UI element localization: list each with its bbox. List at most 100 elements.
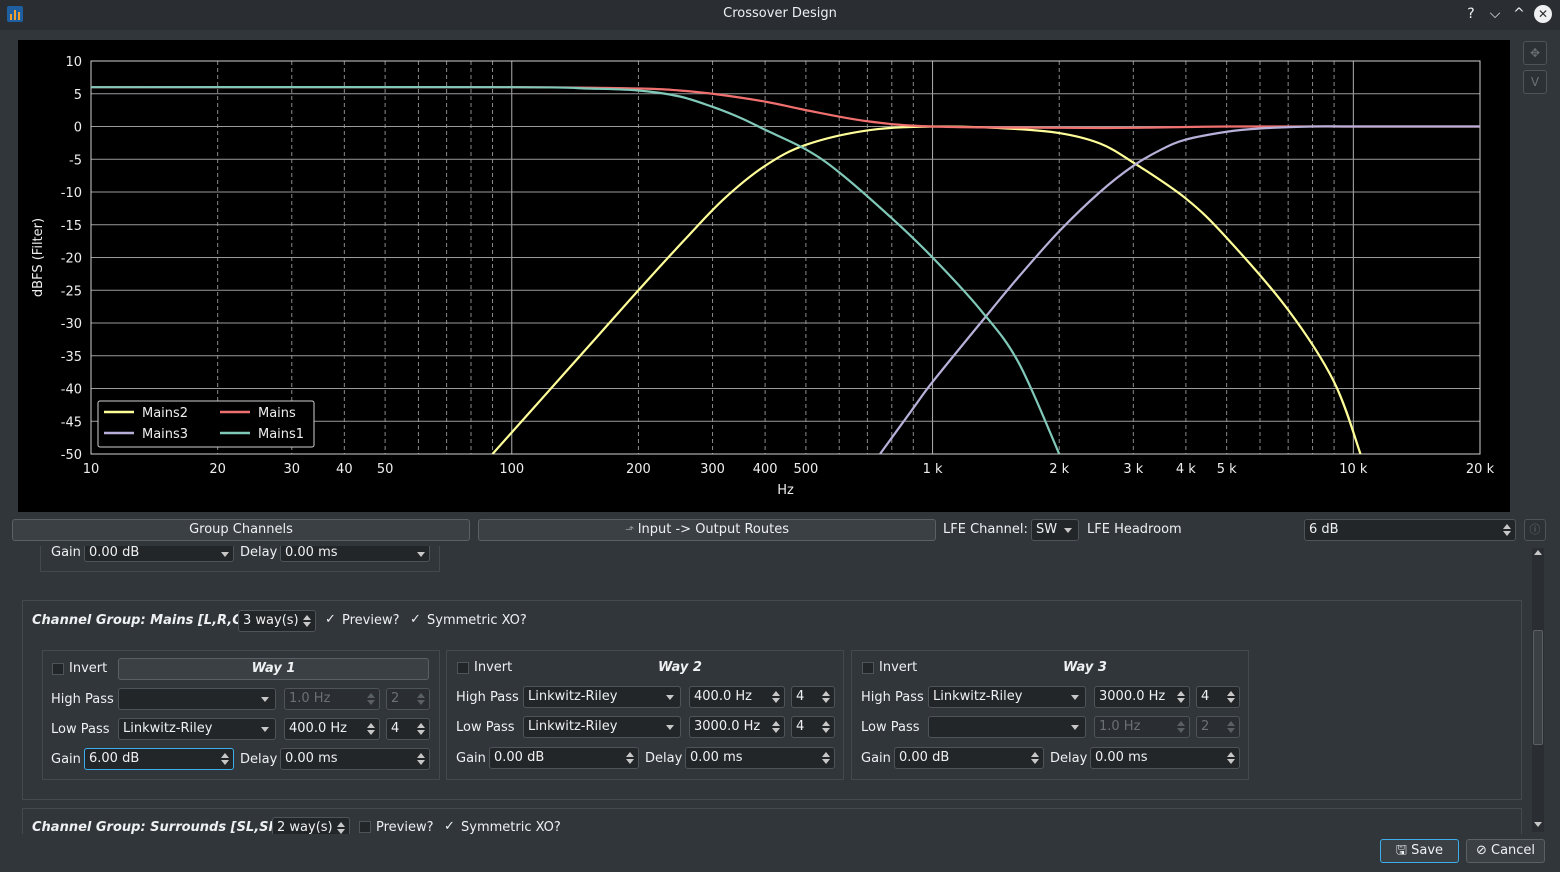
way-2-lp-order-spinbox[interactable]: 4 <box>791 716 835 738</box>
mains-preview-checkbox[interactable]: ✓ <box>325 612 336 627</box>
cancel-button[interactable]: ⊘ Cancel <box>1466 839 1545 863</box>
spin-down-icon[interactable] <box>1503 531 1511 536</box>
spin-down-icon[interactable] <box>367 700 375 705</box>
way-3-hp-type-select[interactable]: Linkwitz-Riley <box>928 686 1086 708</box>
lfe-headroom-spinbox[interactable]: 6 dB <box>1304 519 1516 541</box>
info-icon[interactable]: ⓘ <box>1524 519 1546 541</box>
way-3-lp-type-select[interactable] <box>928 716 1086 738</box>
way-1-lp-freq-spinbox[interactable]: 400.0 Hz <box>284 718 380 740</box>
way-3-hp-order-spinbox[interactable]: 4 <box>1196 686 1240 708</box>
spin-down-icon[interactable] <box>221 760 229 765</box>
spin-down-icon[interactable] <box>1227 698 1235 703</box>
spin-down-icon[interactable] <box>1031 759 1039 764</box>
way-2-lp-freq-spinbox[interactable]: 3000.0 Hz <box>689 716 785 738</box>
x-tick-label: 400 <box>753 462 778 477</box>
spin-up-icon[interactable] <box>417 723 425 728</box>
spin-up-icon[interactable] <box>822 721 830 726</box>
surrounds-symmetric-checkbox[interactable]: ✓ <box>444 819 455 834</box>
way-3-lp-freq-spinbox[interactable]: 1.0 Hz <box>1094 716 1190 738</box>
spin-up-icon[interactable] <box>1177 721 1185 726</box>
spin-up-icon[interactable] <box>626 752 634 757</box>
legend-label: Mains1 <box>258 427 304 442</box>
spin-up-icon[interactable] <box>367 693 375 698</box>
spin-up-icon[interactable] <box>1227 691 1235 696</box>
way-2-gain-spinbox[interactable]: 0.00 dB <box>489 747 639 769</box>
way-1-lp-type-select[interactable]: Linkwitz-Riley <box>118 718 276 740</box>
way-1-gain-label: Gain <box>51 752 81 767</box>
spin-down-icon[interactable] <box>626 759 634 764</box>
spin-down-icon[interactable] <box>1227 728 1235 733</box>
way-1-title[interactable]: Way 1 <box>118 658 429 680</box>
way-2-hp-type-select[interactable]: Linkwitz-Riley <box>523 686 681 708</box>
way-3-hp-freq-spinbox[interactable]: 3000.0 Hz <box>1094 686 1190 708</box>
help-button[interactable]: ? <box>1467 6 1475 22</box>
surrounds-ways-spinbox[interactable]: 2 way(s) <box>272 817 350 834</box>
spin-up-icon[interactable] <box>417 753 425 758</box>
spin-down-icon[interactable] <box>417 730 425 735</box>
spin-down-icon[interactable] <box>221 552 229 557</box>
way-2-hp-order-spinbox[interactable]: 4 <box>791 686 835 708</box>
way-3-gain-spinbox[interactable]: 0.00 dB <box>894 747 1044 769</box>
spin-up-icon[interactable] <box>221 753 229 758</box>
way-2-lp-type-select[interactable]: Linkwitz-Riley <box>523 716 681 738</box>
spin-down-icon[interactable] <box>417 760 425 765</box>
spin-down-icon[interactable] <box>367 730 375 735</box>
spin-down-icon[interactable] <box>1177 728 1185 733</box>
spin-up-icon[interactable] <box>417 693 425 698</box>
spin-down-icon[interactable] <box>303 622 311 627</box>
spin-down-icon[interactable] <box>772 728 780 733</box>
mains-symmetric-checkbox[interactable]: ✓ <box>410 612 421 627</box>
mains-ways-spinbox[interactable]: 3 way(s) <box>238 610 316 632</box>
spin-up-icon[interactable] <box>1177 691 1185 696</box>
way-2-invert-checkbox[interactable] <box>457 662 469 674</box>
way-1-gain-spinbox[interactable]: 6.00 dB <box>84 748 234 770</box>
pan-icon[interactable]: ✥ <box>1523 41 1547 65</box>
scroll-down-icon[interactable] <box>1534 822 1542 827</box>
spin-down-icon[interactable] <box>822 759 830 764</box>
scroll-up-icon[interactable] <box>1534 550 1542 555</box>
spin-up-icon[interactable] <box>1227 752 1235 757</box>
spin-down-icon[interactable] <box>822 698 830 703</box>
way-2-delay-spinbox[interactable]: 0.00 ms <box>685 747 835 769</box>
minimize-button[interactable]: ⌵ <box>1489 6 1501 22</box>
spin-up-icon[interactable] <box>1031 752 1039 757</box>
way-1-hp-freq-spinbox[interactable]: 1.0 Hz <box>284 688 380 710</box>
way-1-hp-type-select[interactable] <box>118 688 276 710</box>
spin-up-icon[interactable] <box>822 691 830 696</box>
way-3-delay-spinbox[interactable]: 0.00 ms <box>1090 747 1240 769</box>
spin-up-icon[interactable] <box>772 691 780 696</box>
spin-down-icon[interactable] <box>1227 759 1235 764</box>
save-button[interactable]: 🖫 Save <box>1380 839 1459 863</box>
lfe-channel-select[interactable]: SW <box>1031 519 1079 541</box>
spin-down-icon[interactable] <box>417 552 425 557</box>
spin-up-icon[interactable] <box>337 822 345 827</box>
spin-up-icon[interactable] <box>367 723 375 728</box>
group-channels-button[interactable]: Group Channels <box>12 519 470 541</box>
way-1-delay-spinbox[interactable]: 0.00 ms <box>280 748 430 770</box>
way-1-lp-order-spinbox[interactable]: 4 <box>386 718 430 740</box>
maximize-button[interactable]: ^ <box>1513 6 1525 22</box>
scrollbar-thumb[interactable] <box>1533 630 1543 745</box>
routes-button[interactable]: ⬏ Input -> Output Routes <box>478 519 936 541</box>
close-button[interactable]: ✕ <box>1534 5 1552 23</box>
spin-up-icon[interactable] <box>303 615 311 620</box>
way-1-invert-checkbox[interactable] <box>52 663 64 675</box>
y-tick-label: -45 <box>61 415 82 430</box>
spin-down-icon[interactable] <box>1177 698 1185 703</box>
spin-down-icon[interactable] <box>772 698 780 703</box>
prev-delay-spinbox[interactable]: 0.00 ms <box>280 546 430 562</box>
way-3-lp-order-spinbox[interactable]: 2 <box>1196 716 1240 738</box>
zoom-icon[interactable]: V <box>1523 70 1547 94</box>
spin-up-icon[interactable] <box>822 752 830 757</box>
way-2-hp-freq-spinbox[interactable]: 400.0 Hz <box>689 686 785 708</box>
spin-up-icon[interactable] <box>772 721 780 726</box>
surrounds-preview-checkbox[interactable] <box>359 821 371 833</box>
way-1-hp-order-spinbox[interactable]: 2 <box>386 688 430 710</box>
spin-up-icon[interactable] <box>1227 721 1235 726</box>
way-3-invert-checkbox[interactable] <box>862 662 874 674</box>
spin-down-icon[interactable] <box>337 829 345 834</box>
spin-down-icon[interactable] <box>822 728 830 733</box>
prev-gain-spinbox[interactable]: 0.00 dB <box>84 546 234 562</box>
spin-down-icon[interactable] <box>417 700 425 705</box>
spin-up-icon[interactable] <box>1503 524 1511 529</box>
